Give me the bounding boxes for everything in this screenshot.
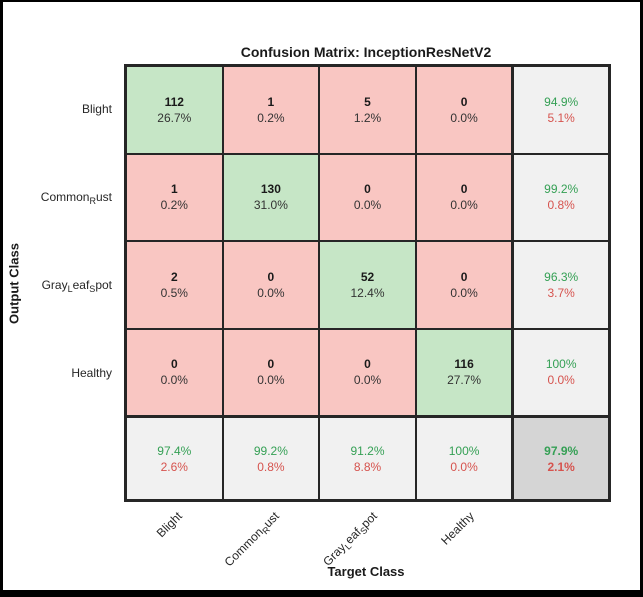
col-label-healthy: Healthy xyxy=(438,509,477,548)
cell-r3c2: 0 0.0% xyxy=(319,328,416,416)
col-label-gray-leaf-spot: GrayLeafSpot xyxy=(320,509,380,569)
cell-percent: 26.7% xyxy=(157,110,192,125)
cell-r2c3: 0 0.0% xyxy=(415,241,513,329)
cell-percent: 0.5% xyxy=(160,285,188,300)
cell-count: 52 xyxy=(360,269,375,284)
cell-r2c1: 0 0.0% xyxy=(222,241,320,329)
cell-red-percent: 2.1% xyxy=(547,459,575,474)
cell-c3-summary: 100% 0.0% xyxy=(415,416,513,500)
cell-r0-summary: 94.9% 5.1% xyxy=(512,66,609,154)
cell-count: 0 xyxy=(460,269,468,284)
cell-green-percent: 99.2% xyxy=(544,182,579,197)
cell-count: 116 xyxy=(454,357,474,372)
cell-green-percent: 91.2% xyxy=(350,443,385,458)
cell-count: 1 xyxy=(267,94,275,109)
cell-green-percent: 96.3% xyxy=(544,269,579,284)
cell-count: 0 xyxy=(460,182,468,197)
cell-red-percent: 0.8% xyxy=(547,198,575,213)
col-label-blight: Blight xyxy=(153,509,185,541)
cell-red-percent: 3.7% xyxy=(547,285,575,300)
cell-r1c2: 0 0.0% xyxy=(319,153,416,241)
cell-r2-summary: 96.3% 3.7% xyxy=(512,241,609,329)
cell-r1c3: 0 0.0% xyxy=(415,153,513,241)
cell-percent: 1.2% xyxy=(353,110,382,125)
cell-red-percent: 0.8% xyxy=(257,459,285,474)
cell-green-percent: 99.2% xyxy=(253,443,288,458)
cell-red-percent: 0.0% xyxy=(547,373,575,388)
cell-r2c2: 52 12.4% xyxy=(319,241,416,329)
cell-green-percent: 94.9% xyxy=(544,94,579,109)
cell-percent: 12.4% xyxy=(350,285,385,300)
cell-percent: 0.0% xyxy=(353,198,382,213)
cell-overall-accuracy: 97.9% 2.1% xyxy=(512,416,609,500)
row-label-healthy: Healthy xyxy=(71,366,112,380)
cell-count: 5 xyxy=(364,94,371,109)
cell-r3c0: 0 0.0% xyxy=(126,328,223,416)
cell-c1-summary: 99.2% 0.8% xyxy=(222,416,320,500)
cell-count: 2 xyxy=(170,269,178,284)
cell-count: 0 xyxy=(267,269,275,284)
cell-percent: 31.0% xyxy=(253,198,288,213)
cell-count: 0 xyxy=(267,357,275,372)
cell-percent: 0.0% xyxy=(450,285,478,300)
cell-count: 0 xyxy=(460,94,468,109)
cell-r3-summary: 100% 0.0% xyxy=(512,328,609,416)
cell-count: 0 xyxy=(364,357,371,372)
cell-percent: 0.2% xyxy=(160,198,188,213)
cell-percent: 0.2% xyxy=(257,110,285,125)
cell-r0c3: 0 0.0% xyxy=(415,66,513,154)
row-label-gray-leaf-spot: GrayLeafSpot xyxy=(41,278,112,294)
cell-green-percent: 100% xyxy=(545,357,577,372)
cell-percent: 0.0% xyxy=(257,285,285,300)
cell-r0c2: 5 1.2% xyxy=(319,66,416,154)
cell-r1c1: 130 31.0% xyxy=(222,153,320,241)
cell-c0-summary: 97.4% 2.6% xyxy=(126,416,223,500)
cell-r1-summary: 99.2% 0.8% xyxy=(512,153,609,241)
cell-green-percent: 100% xyxy=(448,443,480,458)
cell-count: 0 xyxy=(170,357,178,372)
cell-r1c0: 1 0.2% xyxy=(126,153,223,241)
cell-percent: 0.0% xyxy=(160,373,188,388)
cell-red-percent: 5.1% xyxy=(547,110,575,125)
cell-percent: 0.0% xyxy=(450,198,478,213)
cell-green-percent: 97.4% xyxy=(157,443,192,458)
row-label-blight: Blight xyxy=(81,102,112,116)
cell-red-percent: 0.0% xyxy=(450,459,478,474)
cell-count: 0 xyxy=(364,182,371,197)
cell-count: 112 xyxy=(164,94,184,109)
x-axis-label: Target Class xyxy=(327,564,405,579)
cell-count: 1 xyxy=(170,182,178,197)
chart-title: Confusion Matrix: InceptionResNetV2 xyxy=(240,44,492,60)
cell-c2-summary: 91.2% 8.8% xyxy=(319,416,416,500)
cell-red-percent: 2.6% xyxy=(160,459,188,474)
cell-green-percent: 97.9% xyxy=(544,443,579,458)
col-label-common-rust: CommonRust xyxy=(221,509,282,570)
confusion-matrix-grid: 112 26.7% 1 0.2% 5 1.2% 0 0.0% 94.9% 5.1… xyxy=(124,64,611,502)
cell-r3c1: 0 0.0% xyxy=(222,328,320,416)
cell-r2c0: 2 0.5% xyxy=(126,241,223,329)
cell-percent: 27.7% xyxy=(447,373,482,388)
cell-count: 130 xyxy=(260,182,281,197)
cell-r3c3: 116 27.7% xyxy=(415,328,513,416)
cell-r0c1: 1 0.2% xyxy=(222,66,320,154)
cell-r0c0: 112 26.7% xyxy=(126,66,223,154)
row-label-common-rust: CommonRust xyxy=(40,190,112,206)
cell-red-percent: 8.8% xyxy=(353,459,382,474)
cell-percent: 0.0% xyxy=(353,373,382,388)
cell-percent: 0.0% xyxy=(450,110,478,125)
cell-percent: 0.0% xyxy=(257,373,285,388)
